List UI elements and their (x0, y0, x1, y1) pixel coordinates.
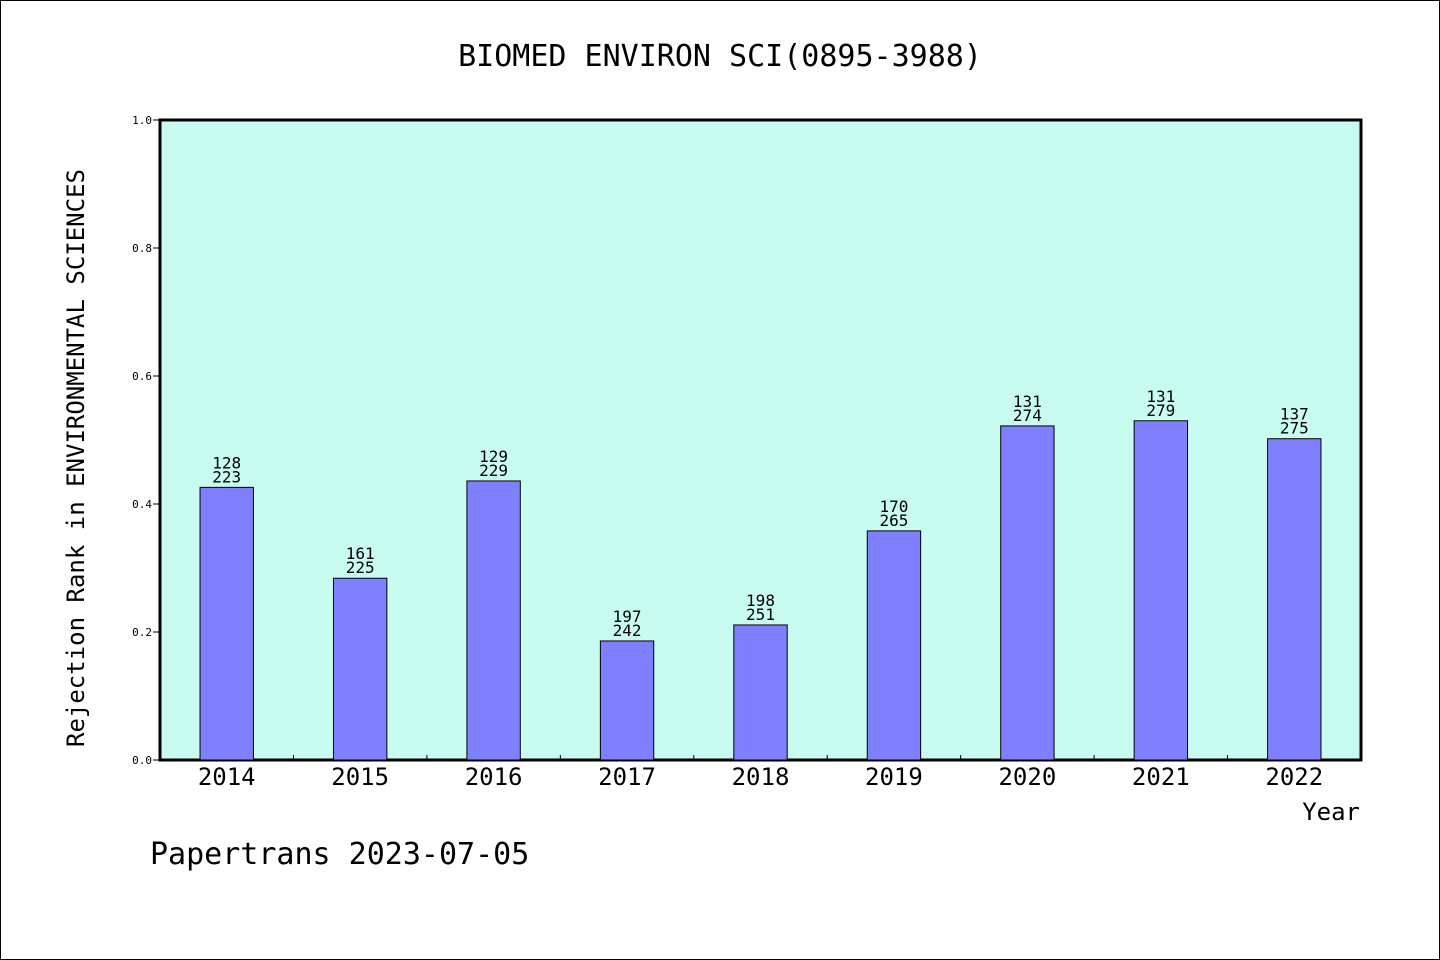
bar (599, 640, 655, 761)
x-tick-label: 2022 (1265, 763, 1323, 791)
x-axis-label: Year (1302, 798, 1360, 826)
bar-total-label: 274 (1013, 406, 1042, 425)
y-axis: 0.0 0.2 0.4 0.6 0.8 1.0 (132, 114, 160, 767)
footer-text: Papertrans 2023-07-05 (150, 837, 529, 872)
bar-total-label: 275 (1280, 419, 1309, 438)
bar (1267, 438, 1322, 761)
bar-series: 1282231612251292291972421982511702651312… (199, 387, 1322, 761)
bar-rank-label: 161 (346, 544, 375, 563)
bar (466, 480, 521, 761)
y-tick-label: 0.0 (132, 754, 152, 767)
bar-rank-label: 131 (1013, 392, 1042, 411)
bar (199, 486, 254, 761)
bar-total-label: 279 (1146, 401, 1175, 420)
bar (332, 577, 388, 761)
x-tick-label: 2014 (198, 763, 256, 791)
bar-rank-label: 198 (746, 591, 775, 610)
x-tick-label: 2019 (865, 763, 923, 791)
bar-rank-label: 131 (1146, 387, 1175, 406)
bar-total-label: 229 (479, 461, 508, 480)
bar-total-label: 251 (746, 605, 775, 624)
bar (1000, 425, 1055, 761)
chart-title: BIOMED ENVIRON SCI(0895-3988) (458, 39, 982, 74)
bar (1133, 420, 1189, 761)
x-tick-label: 2017 (598, 763, 656, 791)
bar-rank-label: 197 (613, 607, 642, 626)
x-axis: 2014 2015 2016 2017 2018 2019 2020 2021 2022 (198, 755, 1323, 791)
y-tick-label: 1.0 (132, 114, 152, 127)
x-tick-label: 2016 (465, 763, 523, 791)
y-axis-label: Rejection Rank in ENVIRONMENTAL SCIENCES (62, 169, 90, 747)
y-tick-label: 0.8 (132, 242, 152, 255)
bar-rank-label: 137 (1280, 405, 1309, 424)
y-tick-label: 0.6 (132, 370, 152, 383)
bar-rank-label: 129 (479, 447, 508, 466)
bar (733, 624, 788, 761)
y-tick-label: 0.2 (132, 626, 152, 639)
bar-total-label: 265 (879, 511, 908, 530)
y-tick-label: 0.4 (132, 498, 152, 511)
bar-total-label: 223 (212, 467, 241, 486)
bar-total-label: 225 (346, 558, 375, 577)
x-tick-label: 2015 (331, 763, 389, 791)
bar-total-label: 242 (613, 621, 642, 640)
bar (866, 530, 922, 761)
bar-rank-label: 170 (879, 497, 908, 516)
bar-rank-label: 128 (212, 453, 241, 472)
x-tick-label: 2020 (998, 763, 1056, 791)
x-tick-label: 2018 (732, 763, 790, 791)
x-tick-label: 2021 (1132, 763, 1190, 791)
